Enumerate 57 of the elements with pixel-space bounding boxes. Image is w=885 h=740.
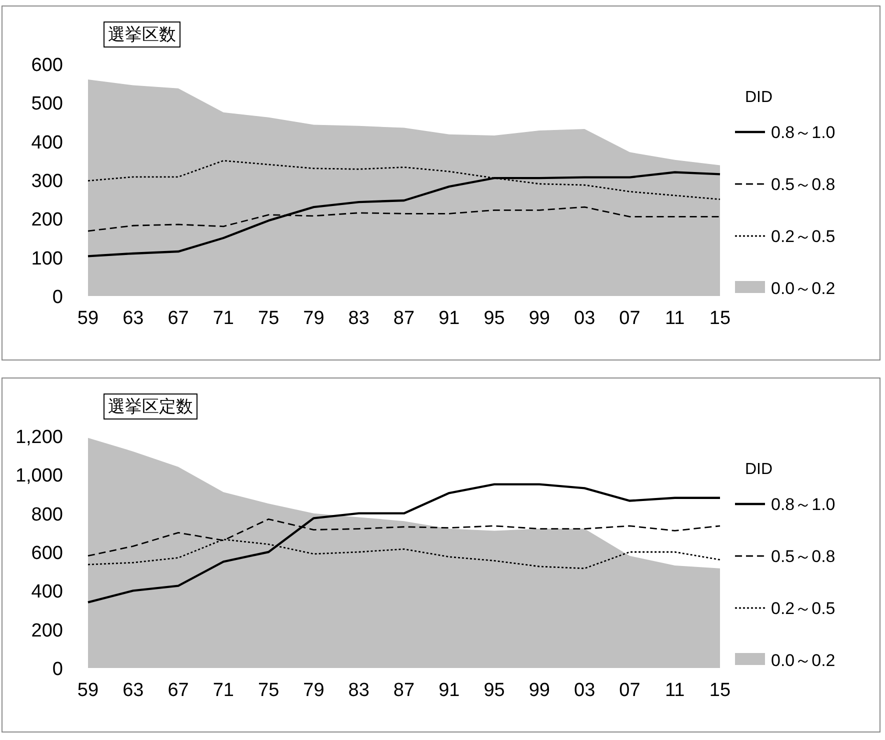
y-tick-label: 800 [31,504,63,526]
x-tick-label: 15 [709,680,731,701]
x-tick-label: 59 [77,308,99,329]
legend-label: 0.8～1.0 [771,495,836,514]
legend-label: 0.2～0.5 [771,599,836,618]
legend-title: DID [745,89,773,106]
y-tick-label: 200 [31,620,63,642]
x-tick-label: 83 [348,308,370,329]
y-tick-label: 1,000 [15,466,63,487]
legend-label: 0.0～0.2 [771,651,836,670]
x-tick-label: 79 [303,680,324,701]
x-tick-label: 71 [212,308,234,329]
line-series [86,483,722,604]
y-tick-label: 0 [52,659,63,680]
x-tick-label: 87 [393,680,415,701]
x-tick-label: 95 [484,680,505,701]
legend-label: 0.0～0.2 [771,279,836,298]
legend-label: 0.8～1.0 [771,123,836,142]
x-tick-label: 75 [258,308,280,329]
x-tick-label: 83 [348,680,370,701]
x-tick-label: 99 [528,680,550,701]
x-tick-label: 03 [574,308,596,329]
x-tick-label: 07 [619,680,640,701]
y-tick-label: 1,200 [15,427,63,448]
legend-label: 0.5～0.8 [771,547,836,566]
x-tick-label: 75 [258,680,280,701]
x-tick-label: 87 [393,308,415,329]
x-tick-label: 03 [574,680,596,701]
y-tick-label: 600 [31,543,63,564]
y-tick-label: 400 [31,132,63,154]
y-tick-label: 100 [31,248,63,270]
x-tick-label: 91 [438,308,460,329]
x-tick-label: 67 [168,680,189,701]
x-tick-label: 79 [303,308,324,329]
legend-label: 0.5～0.8 [771,175,836,194]
y-tick-label: 600 [31,55,63,76]
x-tick-label: 67 [168,308,189,329]
chart-title: 選挙区定数 [108,397,193,416]
y-tick-label: 400 [31,582,63,603]
y-tick-label: 0 [52,287,63,308]
x-tick-label: 63 [122,680,144,701]
x-tick-label: 91 [438,680,460,701]
x-tick-label: 07 [619,308,640,329]
y-tick-label: 300 [31,171,63,192]
y-tick-label: 200 [31,210,63,231]
x-tick-label: 59 [77,680,99,701]
x-tick-label: 11 [664,308,685,329]
legend-title: DID [745,461,773,478]
x-tick-label: 11 [664,680,685,701]
x-tick-label: 99 [528,308,550,329]
x-tick-label: 95 [484,308,505,329]
x-tick-label: 15 [709,308,731,329]
legend-label: 0.2～0.5 [771,227,836,246]
chart-title: 選挙区数 [108,25,176,44]
y-tick-label: 500 [31,94,63,115]
x-tick-label: 71 [212,680,234,701]
x-tick-label: 63 [122,308,144,329]
